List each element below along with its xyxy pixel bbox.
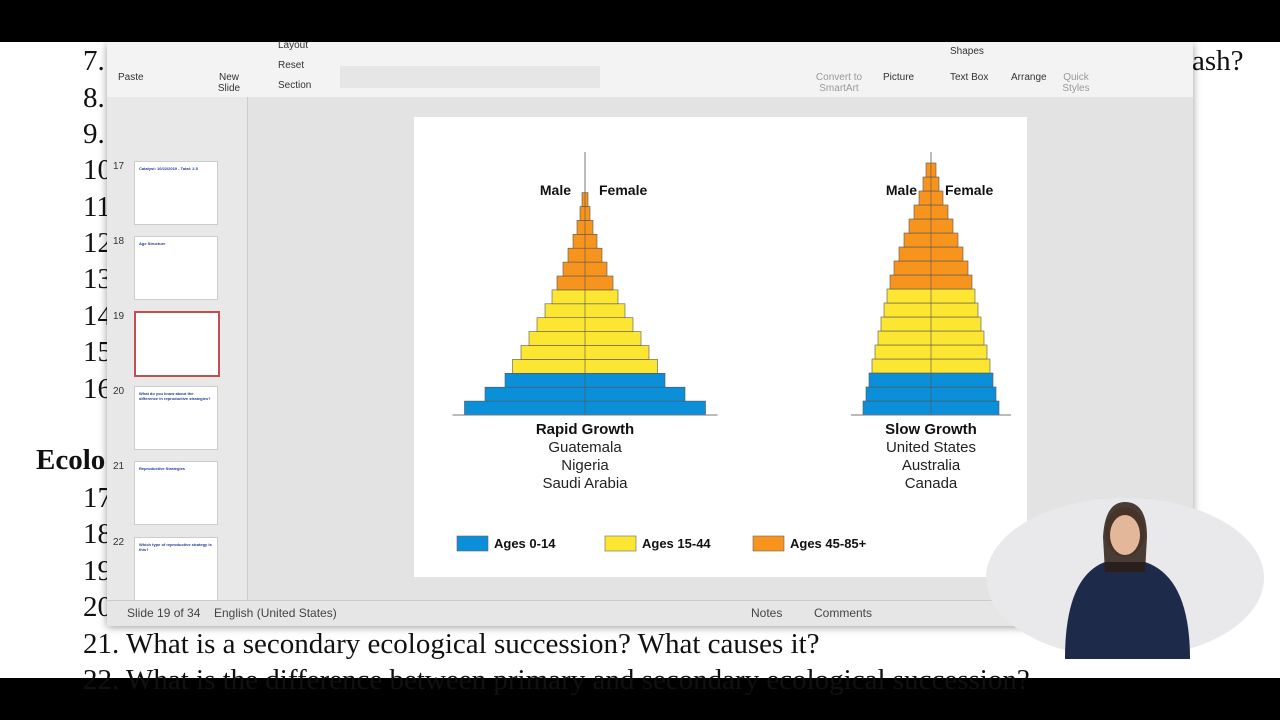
country: Saudi Arabia: [542, 475, 628, 492]
thumbnail: Age Structure: [134, 236, 218, 300]
female-label: Female: [599, 182, 647, 198]
language: English (United States): [214, 606, 337, 620]
shapes-button[interactable]: Shapes: [950, 46, 984, 57]
pyramid-title: Slow Growth: [885, 421, 977, 438]
person-body: [1065, 562, 1190, 659]
country: Nigeria: [561, 457, 609, 474]
country: United States: [886, 439, 976, 456]
legend-swatch: [456, 535, 489, 552]
thumb-title: What do you know about the difference in…: [139, 391, 211, 401]
country: Australia: [902, 457, 961, 474]
legend-label: Ages 15-44: [642, 536, 711, 551]
male-label: Male: [540, 182, 571, 198]
arrange-button[interactable]: Arrange: [1011, 72, 1047, 83]
thumb-number: 20: [113, 386, 125, 397]
ribbon: [107, 42, 1193, 98]
thumb-number: 22: [113, 537, 125, 548]
reset-button[interactable]: Reset: [278, 60, 305, 71]
document-line: Ecolo: [36, 444, 106, 476]
slide-count: Slide 19 of 34: [127, 606, 201, 620]
legend-swatch: [752, 535, 785, 552]
thumb-number: 21: [113, 461, 125, 472]
notes-button[interactable]: Notes: [751, 606, 783, 620]
document-line: 21. What is a secondary ecological succe…: [83, 628, 820, 660]
male-label: Male: [886, 182, 917, 198]
document-line: 7.: [83, 45, 105, 77]
font-toolbar: [340, 66, 600, 88]
webcam: [986, 498, 1264, 659]
picture-button[interactable]: Picture: [883, 72, 915, 83]
thumb-title: Catalyst: 10/22/2019 - Total: 2.5: [139, 166, 198, 171]
text-box-button[interactable]: Text Box: [950, 72, 989, 83]
person-face2: [1110, 515, 1140, 555]
country: Canada: [905, 475, 958, 492]
thumbnail: Which type of reproductive strategy is t…: [134, 537, 218, 601]
female-label: Female: [945, 182, 993, 198]
legend-label: Ages 0-14: [494, 536, 556, 551]
thumb-number: 17: [113, 161, 125, 172]
paste-button[interactable]: Paste: [118, 72, 144, 83]
doc-fragment: ash?: [1192, 45, 1244, 77]
legend-swatch: [604, 535, 637, 552]
slide: Male Female Rapid GrowthGuatemalaNigeriaSa…: [414, 117, 1027, 577]
thumb-title: Which type of reproductive strategy is t…: [139, 542, 212, 552]
country: Guatemala: [548, 439, 622, 456]
thumb-number: 19: [113, 311, 125, 322]
thumbnail: What do you know about the difference in…: [134, 386, 218, 450]
document-line: 22. What is the difference between prima…: [83, 664, 1030, 696]
layout-button[interactable]: Layout: [278, 40, 309, 51]
section-button[interactable]: Section: [278, 80, 312, 91]
thumbnail: Reproductive Strategies: [134, 461, 218, 525]
document-line: 11: [83, 191, 111, 223]
document-line: 8.: [83, 82, 105, 114]
thumbnail: [134, 311, 220, 377]
thumb-title: Age Structure: [139, 241, 166, 246]
pyramid-title: Rapid Growth: [536, 421, 634, 438]
thumbnail: Catalyst: 10/22/2019 - Total: 2.5: [134, 161, 218, 225]
comments-button[interactable]: Comments: [814, 606, 873, 620]
thumb-number: 18: [113, 236, 125, 247]
document-line: 9.: [83, 118, 105, 150]
thumb-title: Reproductive Strategies: [139, 466, 186, 471]
new-slide-button[interactable]: New Slide: [217, 72, 241, 94]
quick-styles[interactable]: Quick Styles: [1062, 72, 1090, 94]
convert-smartart[interactable]: Convert to SmartArt: [815, 72, 863, 94]
legend-label: Ages 45-85+: [790, 536, 867, 551]
